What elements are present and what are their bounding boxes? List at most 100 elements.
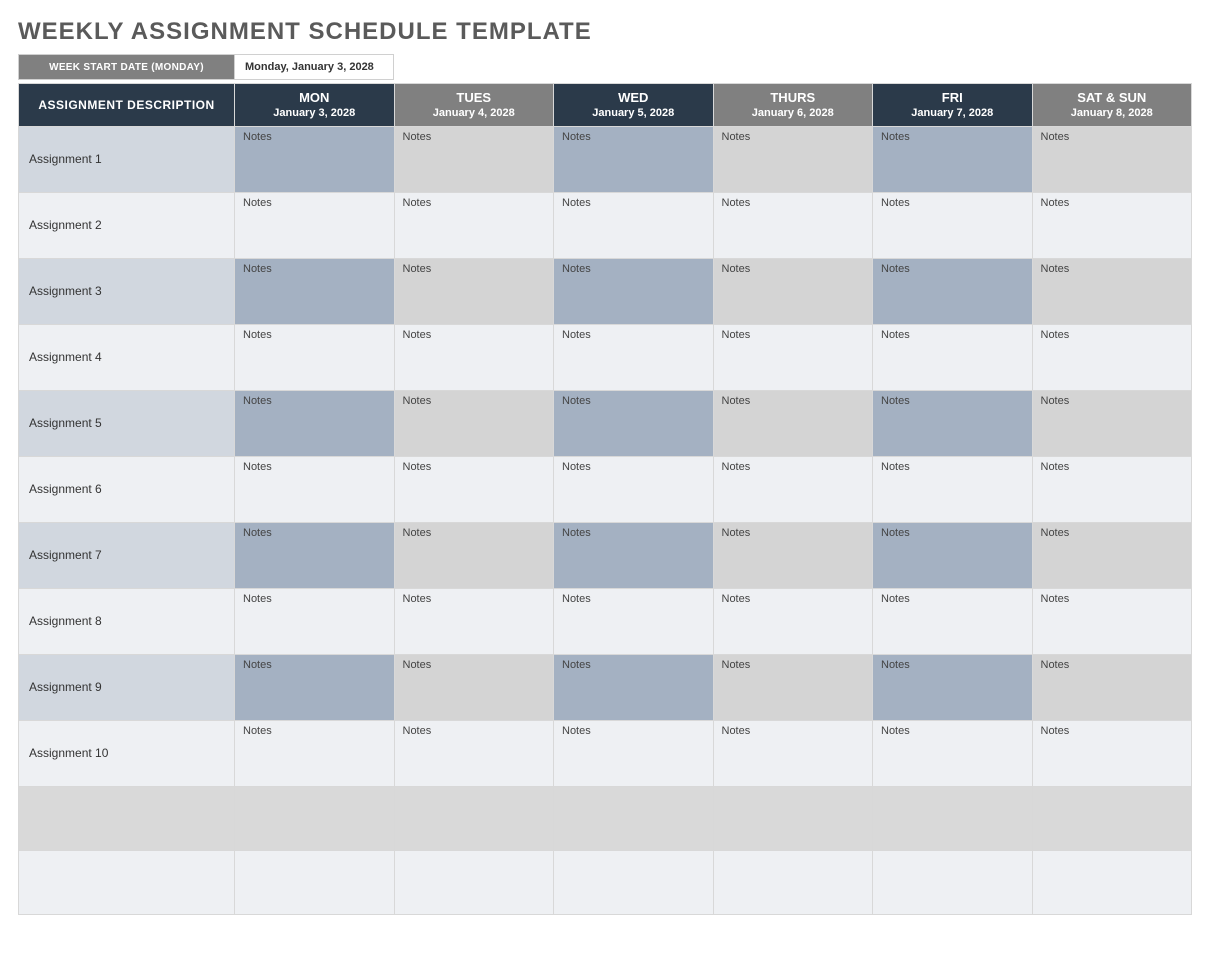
schedule-table: ASSIGNMENT DESCRIPTION MONJanuary 3, 202… bbox=[18, 83, 1192, 915]
assignment-description-cell[interactable]: Assignment 4 bbox=[19, 324, 235, 390]
note-cell[interactable]: Notes bbox=[1032, 720, 1192, 786]
note-cell[interactable]: Notes bbox=[235, 324, 395, 390]
assignment-description-cell[interactable]: Assignment 7 bbox=[19, 522, 235, 588]
note-cell[interactable]: Notes bbox=[235, 720, 395, 786]
note-cell[interactable]: Notes bbox=[1032, 522, 1192, 588]
note-cell[interactable] bbox=[235, 786, 395, 850]
note-cell[interactable]: Notes bbox=[554, 720, 714, 786]
note-cell[interactable]: Notes bbox=[235, 192, 395, 258]
note-cell[interactable]: Notes bbox=[713, 522, 873, 588]
note-cell[interactable]: Notes bbox=[235, 456, 395, 522]
note-cell[interactable]: Notes bbox=[713, 654, 873, 720]
assignment-description-cell[interactable]: Assignment 1 bbox=[19, 126, 235, 192]
note-cell[interactable]: Notes bbox=[394, 324, 554, 390]
note-cell[interactable]: Notes bbox=[554, 522, 714, 588]
day-date: January 7, 2028 bbox=[877, 106, 1028, 120]
day-name: FRI bbox=[877, 90, 1028, 106]
day-date: January 8, 2028 bbox=[1037, 106, 1188, 120]
note-cell[interactable] bbox=[873, 786, 1033, 850]
note-cell[interactable] bbox=[235, 850, 395, 914]
note-cell[interactable]: Notes bbox=[713, 720, 873, 786]
note-cell[interactable]: Notes bbox=[394, 126, 554, 192]
note-cell[interactable]: Notes bbox=[394, 588, 554, 654]
assignment-description-cell[interactable]: Assignment 6 bbox=[19, 456, 235, 522]
assignment-description-cell[interactable]: Assignment 10 bbox=[19, 720, 235, 786]
note-cell[interactable]: Notes bbox=[713, 192, 873, 258]
note-cell[interactable]: Notes bbox=[873, 522, 1033, 588]
note-cell[interactable]: Notes bbox=[873, 654, 1033, 720]
day-name: WED bbox=[558, 90, 709, 106]
note-cell[interactable]: Notes bbox=[394, 258, 554, 324]
note-cell[interactable]: Notes bbox=[394, 720, 554, 786]
week-start-label: WEEK START DATE (MONDAY) bbox=[18, 54, 234, 80]
note-cell[interactable]: Notes bbox=[713, 588, 873, 654]
note-cell[interactable]: Notes bbox=[873, 588, 1033, 654]
note-cell[interactable]: Notes bbox=[713, 390, 873, 456]
note-cell[interactable]: Notes bbox=[554, 258, 714, 324]
note-cell[interactable]: Notes bbox=[873, 390, 1033, 456]
note-cell[interactable]: Notes bbox=[873, 720, 1033, 786]
note-cell[interactable]: Notes bbox=[873, 126, 1033, 192]
assignment-row: Assignment 8NotesNotesNotesNotesNotesNot… bbox=[19, 588, 1192, 654]
day-date: January 6, 2028 bbox=[718, 106, 869, 120]
note-cell[interactable]: Notes bbox=[713, 126, 873, 192]
day-header-3: THURSJanuary 6, 2028 bbox=[713, 84, 873, 127]
note-cell[interactable]: Notes bbox=[1032, 456, 1192, 522]
note-cell[interactable]: Notes bbox=[713, 456, 873, 522]
header-row: ASSIGNMENT DESCRIPTION MONJanuary 3, 202… bbox=[19, 84, 1192, 127]
note-cell[interactable]: Notes bbox=[235, 654, 395, 720]
assignment-row: Assignment 4NotesNotesNotesNotesNotesNot… bbox=[19, 324, 1192, 390]
note-cell[interactable] bbox=[1032, 786, 1192, 850]
week-start-value[interactable]: Monday, January 3, 2028 bbox=[234, 54, 394, 80]
assignment-description-cell[interactable]: Assignment 8 bbox=[19, 588, 235, 654]
assignment-description-cell[interactable]: Assignment 5 bbox=[19, 390, 235, 456]
note-cell[interactable]: Notes bbox=[1032, 654, 1192, 720]
note-cell[interactable]: Notes bbox=[554, 654, 714, 720]
note-cell[interactable]: Notes bbox=[873, 258, 1033, 324]
note-cell[interactable] bbox=[713, 786, 873, 850]
note-cell[interactable] bbox=[394, 850, 554, 914]
note-cell[interactable]: Notes bbox=[1032, 258, 1192, 324]
note-cell[interactable]: Notes bbox=[394, 654, 554, 720]
assignment-description-cell[interactable]: Assignment 9 bbox=[19, 654, 235, 720]
note-cell[interactable]: Notes bbox=[1032, 192, 1192, 258]
note-cell[interactable] bbox=[554, 850, 714, 914]
day-date: January 5, 2028 bbox=[558, 106, 709, 120]
note-cell[interactable]: Notes bbox=[554, 390, 714, 456]
note-cell[interactable]: Notes bbox=[235, 390, 395, 456]
note-cell[interactable] bbox=[394, 786, 554, 850]
assignment-description-cell[interactable]: Assignment 2 bbox=[19, 192, 235, 258]
note-cell[interactable]: Notes bbox=[235, 588, 395, 654]
note-cell[interactable] bbox=[873, 850, 1033, 914]
note-cell[interactable]: Notes bbox=[554, 126, 714, 192]
note-cell[interactable]: Notes bbox=[394, 456, 554, 522]
assignment-description-cell[interactable]: Assignment 3 bbox=[19, 258, 235, 324]
day-name: THURS bbox=[718, 90, 869, 106]
note-cell[interactable]: Notes bbox=[873, 324, 1033, 390]
note-cell[interactable]: Notes bbox=[394, 522, 554, 588]
note-cell[interactable]: Notes bbox=[873, 192, 1033, 258]
note-cell[interactable]: Notes bbox=[873, 456, 1033, 522]
note-cell[interactable] bbox=[1032, 850, 1192, 914]
note-cell[interactable]: Notes bbox=[554, 192, 714, 258]
note-cell[interactable]: Notes bbox=[554, 588, 714, 654]
note-cell[interactable]: Notes bbox=[235, 126, 395, 192]
assignment-description-cell[interactable] bbox=[19, 786, 235, 850]
note-cell[interactable] bbox=[554, 786, 714, 850]
note-cell[interactable]: Notes bbox=[713, 324, 873, 390]
note-cell[interactable] bbox=[713, 850, 873, 914]
note-cell[interactable]: Notes bbox=[394, 192, 554, 258]
day-date: January 3, 2028 bbox=[239, 106, 390, 120]
note-cell[interactable]: Notes bbox=[554, 324, 714, 390]
note-cell[interactable]: Notes bbox=[1032, 126, 1192, 192]
note-cell[interactable]: Notes bbox=[1032, 588, 1192, 654]
note-cell[interactable]: Notes bbox=[554, 456, 714, 522]
note-cell[interactable]: Notes bbox=[235, 522, 395, 588]
note-cell[interactable]: Notes bbox=[394, 390, 554, 456]
note-cell[interactable]: Notes bbox=[235, 258, 395, 324]
assignment-description-cell[interactable] bbox=[19, 850, 235, 914]
note-cell[interactable]: Notes bbox=[1032, 324, 1192, 390]
note-cell[interactable]: Notes bbox=[1032, 390, 1192, 456]
description-header: ASSIGNMENT DESCRIPTION bbox=[19, 84, 235, 127]
note-cell[interactable]: Notes bbox=[713, 258, 873, 324]
